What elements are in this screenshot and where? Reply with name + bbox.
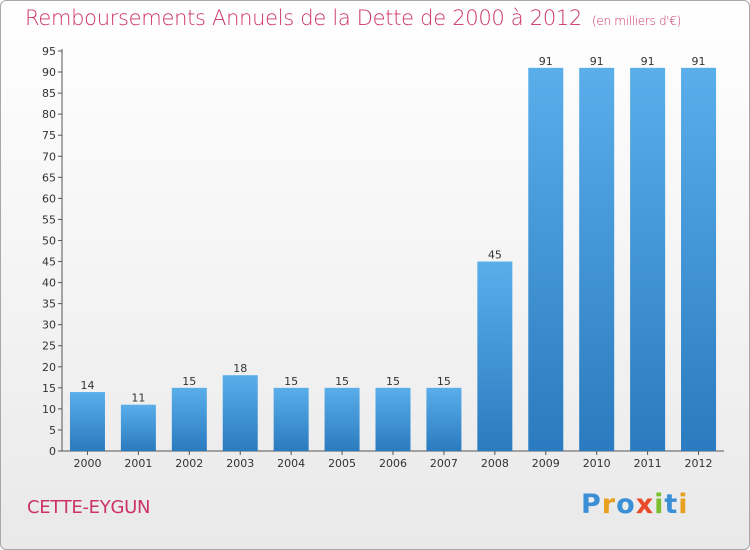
y-tick-label: 25 [42, 340, 56, 353]
proxiti-logo: Proxiti [581, 489, 689, 520]
commune-name: CETTE-EYGUN [27, 497, 151, 518]
data-label: 15 [386, 375, 400, 388]
y-tick-label: 20 [42, 361, 56, 374]
y-tick-label: 40 [42, 277, 56, 290]
y-tick-label: 35 [42, 298, 56, 311]
logo-letter: i [654, 489, 665, 520]
logo-letter: P [581, 489, 602, 520]
y-tick-label: 95 [42, 45, 56, 58]
bar-2001 [120, 404, 156, 451]
y-tick-label: 75 [42, 129, 56, 142]
bar-2012 [681, 67, 717, 451]
x-tick-label: 2000 [73, 457, 101, 470]
x-tick-label: 2005 [328, 457, 356, 470]
bar-2004 [273, 387, 309, 451]
y-tick-label: 70 [42, 150, 56, 163]
y-tick-label: 90 [42, 66, 56, 79]
data-label: 15 [437, 375, 451, 388]
bar-2000 [69, 392, 105, 451]
y-tick-label: 30 [42, 319, 56, 332]
logo-letter: t [664, 489, 679, 520]
bar-2008 [477, 261, 513, 451]
bar-2007 [426, 387, 462, 451]
bar-2011 [630, 67, 666, 451]
bar-2009 [528, 67, 564, 451]
y-tick-label: 60 [42, 192, 56, 205]
y-tick-label: 85 [42, 87, 56, 100]
x-tick-label: 2004 [277, 457, 305, 470]
x-tick-label: 2010 [583, 457, 611, 470]
x-tick-label: 2007 [430, 457, 458, 470]
y-tick-label: 15 [42, 382, 56, 395]
logo-letter: r [601, 489, 617, 520]
y-tick-label: 0 [49, 445, 56, 458]
data-label: 91 [590, 55, 604, 68]
bar-2010 [579, 67, 615, 451]
y-tick-label: 65 [42, 171, 56, 184]
title-unit: (en milliers d'€) [592, 14, 682, 28]
x-tick-label: 2001 [124, 457, 152, 470]
x-tick-label: 2011 [634, 457, 662, 470]
data-label: 91 [539, 55, 553, 68]
bar-2002 [171, 387, 207, 451]
y-tick-label: 10 [42, 403, 56, 416]
data-label: 11 [131, 392, 145, 405]
data-label: 15 [182, 375, 196, 388]
y-tick-label: 45 [42, 256, 56, 269]
x-tick-label: 2003 [226, 457, 254, 470]
bar-2003 [222, 375, 258, 451]
x-tick-label: 2012 [685, 457, 713, 470]
x-tick-label: 2006 [379, 457, 407, 470]
data-label: 14 [80, 379, 94, 392]
logo-letter: o [616, 489, 636, 520]
logo-letter: i [678, 489, 689, 520]
chart-title: Remboursements Annuels de la Dette de 20… [25, 6, 681, 30]
data-label: 15 [284, 375, 298, 388]
data-label: 15 [335, 375, 349, 388]
y-tick-label: 80 [42, 108, 56, 121]
x-tick-label: 2009 [532, 457, 560, 470]
bar-2006 [375, 387, 411, 451]
y-tick-label: 55 [42, 213, 56, 226]
x-tick-label: 2008 [481, 457, 509, 470]
title-text: Remboursements Annuels de la Dette de 20… [25, 6, 582, 30]
data-label: 91 [692, 55, 706, 68]
bar-2005 [324, 387, 360, 451]
data-label: 45 [488, 249, 502, 262]
y-tick-label: 5 [49, 424, 56, 437]
data-label: 18 [233, 362, 247, 375]
data-label: 91 [641, 55, 655, 68]
y-tick-label: 50 [42, 234, 56, 247]
logo-letter: x [635, 489, 655, 520]
x-tick-label: 2002 [175, 457, 203, 470]
